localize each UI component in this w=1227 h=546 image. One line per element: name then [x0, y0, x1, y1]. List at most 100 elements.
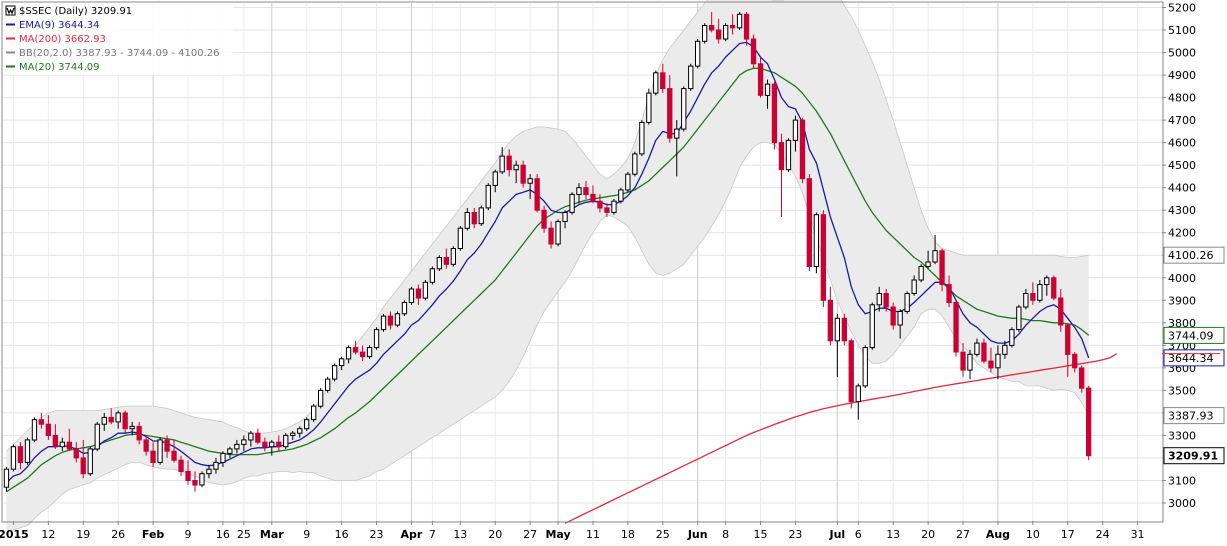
- candle-16: [115, 410, 121, 429]
- candle-body-7: [52, 434, 59, 448]
- candle-13: [94, 421, 100, 452]
- legend-label-2: MA(200) 3662.93: [19, 34, 106, 45]
- candle-body-17: [122, 412, 128, 430]
- candle-body-4: [31, 419, 38, 441]
- candle-body-38: [269, 441, 275, 448]
- candle-152: [1065, 322, 1071, 377]
- candle-17: [122, 410, 128, 434]
- candle-body-74: [520, 164, 526, 184]
- candle-126: [883, 289, 889, 312]
- candle-body-40: [283, 434, 289, 448]
- candle-118: [827, 286, 834, 346]
- candle-body-46: [325, 378, 331, 391]
- candle-114: [799, 117, 806, 184]
- candle-122: [855, 383, 861, 420]
- candle-body-129: [904, 293, 910, 312]
- candle-21: [150, 442, 156, 467]
- candle-body-1: [10, 446, 17, 470]
- candle-body-152: [1065, 324, 1071, 355]
- candle-138: [967, 349, 973, 380]
- price-tag-box-0: [1163, 246, 1225, 264]
- candle-51: [359, 345, 366, 362]
- candle-body-92: [646, 92, 652, 123]
- candle-121: [848, 338, 854, 409]
- candle-body-146: [1023, 293, 1029, 308]
- candle-80: [562, 210, 568, 229]
- candle-12: [87, 446, 93, 476]
- candle-67: [471, 207, 477, 229]
- candle-body-51: [359, 351, 366, 358]
- legend-background: [3, 3, 233, 75]
- candle-body-41: [290, 432, 296, 437]
- candle-36: [255, 428, 261, 445]
- candle-body-135: [946, 284, 952, 303]
- candle-body-154: [1079, 367, 1085, 389]
- candle-body-34: [241, 439, 247, 445]
- candle-19: [136, 421, 142, 445]
- y-tick-label-3900: 3900: [1168, 294, 1196, 307]
- x-tick-label-24: 23: [788, 528, 802, 541]
- candle-155: [1086, 385, 1092, 461]
- candle-94: [660, 63, 666, 94]
- candle-133: [932, 234, 938, 265]
- candle-142: [995, 345, 1001, 380]
- candle-2: [17, 442, 24, 470]
- candle-body-132: [925, 261, 931, 267]
- candle-body-61: [429, 268, 436, 283]
- candle-body-20: [143, 439, 149, 452]
- candle-body-150: [1051, 277, 1057, 299]
- candle-132: [925, 250, 931, 269]
- candle-149: [1044, 275, 1050, 296]
- candle-body-16: [115, 412, 121, 423]
- x-tick-label-7: 25: [237, 528, 251, 541]
- candle-body-76: [534, 178, 540, 211]
- y-tick-label-3500: 3500: [1168, 384, 1196, 397]
- candle-129: [904, 291, 910, 314]
- bb-band-fill: [6, 0, 1089, 533]
- candle-98: [688, 63, 694, 91]
- candle-107: [750, 34, 757, 69]
- candle-body-29: [206, 468, 212, 475]
- x-tick-label-31: 10: [1026, 528, 1040, 541]
- x-tick-label-8: Mar: [260, 528, 284, 541]
- price-tag-5: 3209.91: [1163, 447, 1225, 465]
- candle-34: [241, 435, 247, 452]
- candle-15: [108, 408, 114, 425]
- legend-label-4: MA(20) 3744.09: [19, 62, 100, 73]
- candle-body-0: [3, 468, 10, 488]
- candle-body-59: [415, 288, 422, 299]
- candle-body-44: [311, 405, 317, 421]
- candle-body-53: [373, 329, 380, 349]
- candle-body-128: [897, 311, 903, 326]
- candle-body-6: [45, 423, 52, 437]
- candle-body-62: [436, 257, 443, 270]
- candle-body-82: [576, 187, 582, 195]
- candle-body-85: [597, 200, 603, 209]
- candle-127: [890, 302, 896, 330]
- candle-59: [415, 284, 422, 305]
- candle-body-125: [876, 293, 882, 306]
- x-tick-label-28: 20: [921, 528, 935, 541]
- price-tag-label-1: 3744.09: [1168, 329, 1214, 342]
- candle-123: [862, 345, 868, 389]
- candle-body-43: [304, 419, 310, 430]
- candle-128: [897, 309, 903, 339]
- candle-120: [841, 313, 848, 346]
- candle-body-104: [729, 25, 736, 29]
- x-tick-label-27: 13: [886, 528, 900, 541]
- candle-body-19: [136, 425, 142, 441]
- candle-body-116: [813, 214, 820, 267]
- candle-39: [276, 435, 282, 452]
- candle-body-100: [702, 25, 708, 42]
- candle-body-48: [339, 358, 345, 367]
- candle-144: [1009, 327, 1015, 348]
- candle-body-114: [799, 119, 806, 180]
- y-tick-label-4000: 4000: [1168, 272, 1196, 285]
- candle-body-28: [199, 473, 205, 486]
- candle-90: [632, 151, 638, 177]
- candle-77: [541, 205, 547, 233]
- x-tick-label-21: Jun: [687, 528, 708, 541]
- candle-134: [939, 248, 945, 292]
- candle-body-106: [743, 13, 750, 40]
- x-tick-label-9: 9: [303, 528, 310, 541]
